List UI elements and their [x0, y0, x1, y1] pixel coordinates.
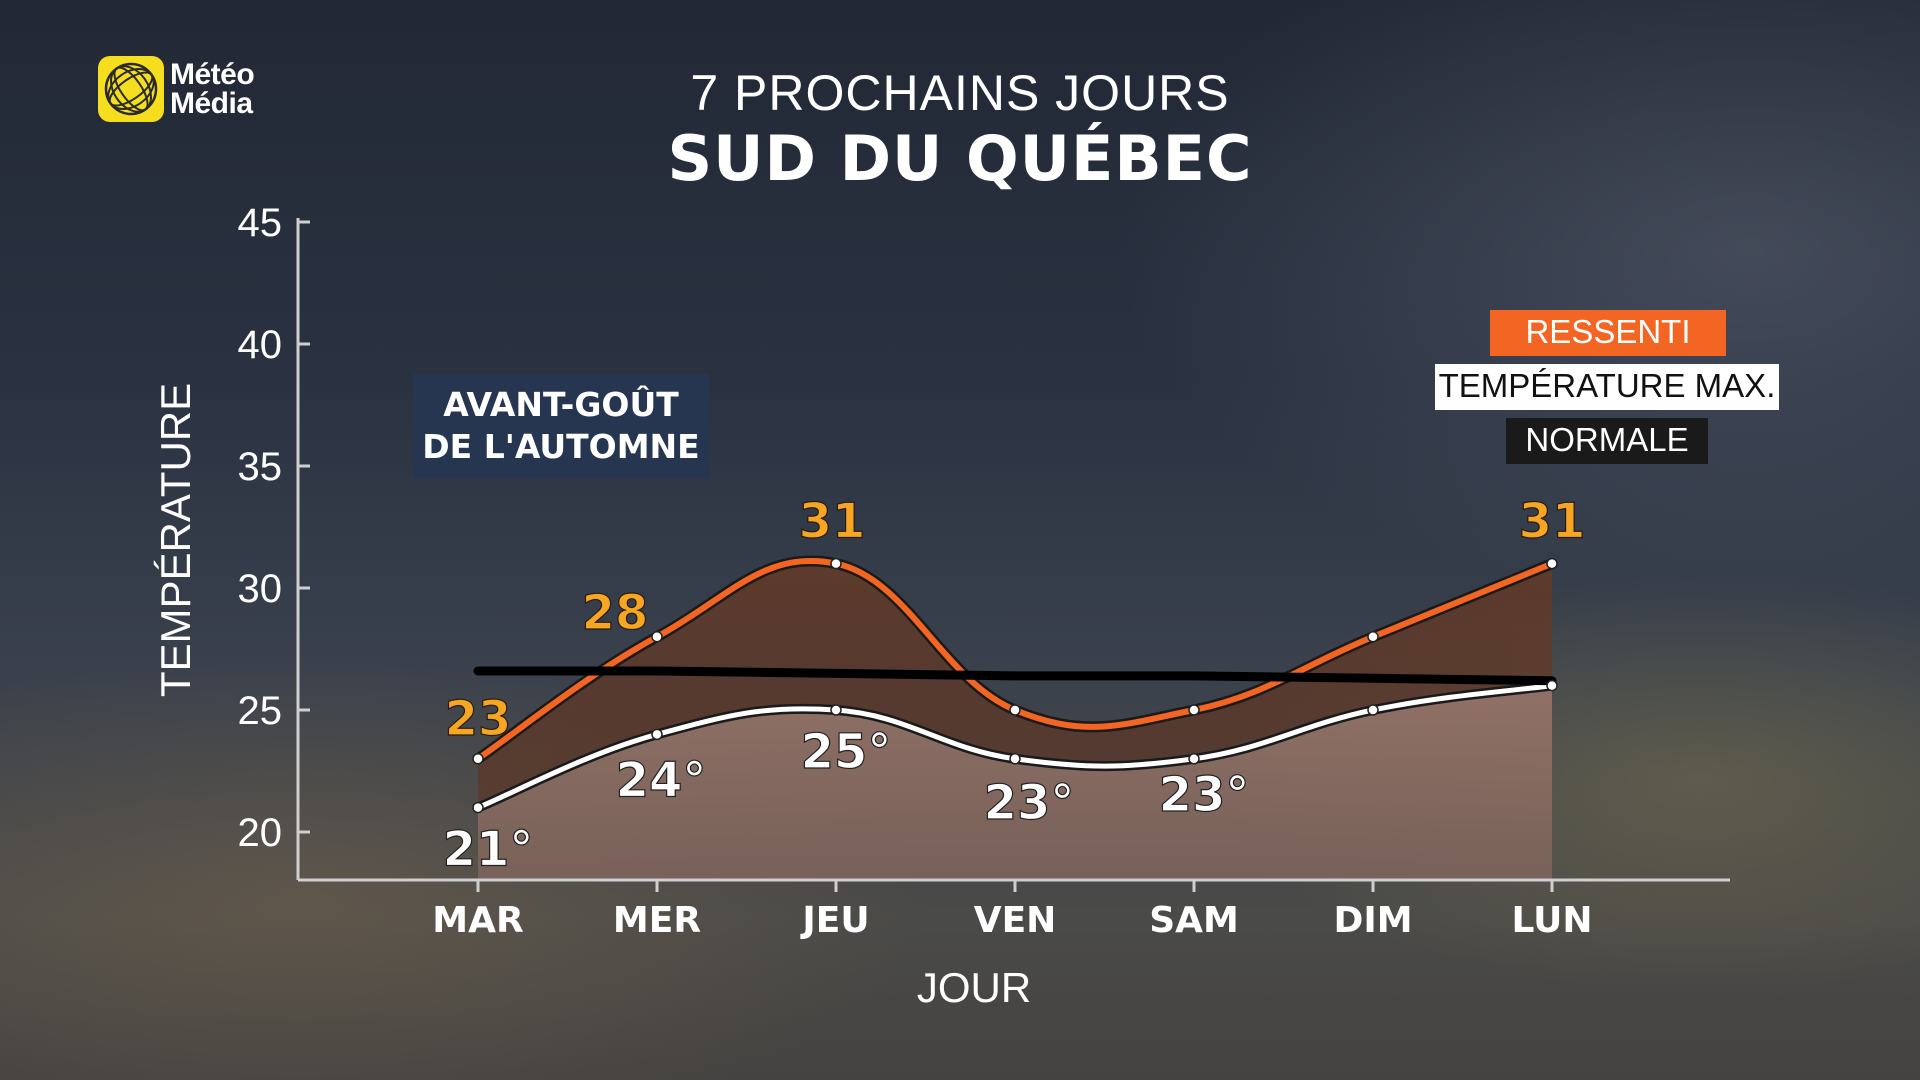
temp-max-data-label: 24° — [616, 752, 707, 808]
ressenti-data-label: 31 — [1519, 494, 1586, 550]
x-tick-label: MAR — [432, 900, 523, 941]
annotation-box: AVANT-GOÛT DE L'AUTOMNE — [413, 374, 709, 478]
y-tick-label: 25 — [238, 689, 283, 733]
y-tick-label: 40 — [238, 323, 283, 367]
temp-max-data-label: 25° — [801, 724, 892, 780]
logo-text-line2: Média — [170, 87, 253, 120]
temp-max-data-label: 23° — [1159, 767, 1250, 823]
globe-icon — [98, 56, 164, 122]
x-axis-label: JOUR — [916, 964, 1032, 1011]
ressenti-point — [1009, 704, 1021, 716]
chart-subtitle: 7 PROCHAINS JOURS — [690, 65, 1230, 121]
temp-max-area — [478, 685, 1552, 880]
legend-normale: NORMALE — [1506, 418, 1708, 464]
ressenti-point — [651, 631, 663, 643]
x-tick-label: JEU — [799, 900, 869, 941]
annotation-line2: DE L'AUTOMNE — [422, 427, 700, 466]
chart-title: SUD DU QUÉBEC — [667, 122, 1253, 195]
temp-max-point — [1188, 753, 1200, 765]
temp-max-point — [651, 728, 663, 741]
ressenti-point — [1367, 631, 1379, 643]
legend-temperature-max: TEMPÉRATURE MAX. — [1435, 364, 1779, 410]
ressenti-point — [1188, 704, 1200, 716]
x-tick-label: DIM — [1333, 900, 1412, 941]
x-tick-label: MER — [613, 900, 701, 941]
ressenti-point — [830, 557, 842, 570]
legend-ressenti: RESSENTI — [1490, 310, 1726, 356]
ressenti-data-label: 23 — [445, 691, 512, 747]
ressenti-point — [472, 753, 484, 765]
temp-max-point — [1367, 704, 1379, 716]
temp-max-point — [1546, 679, 1558, 692]
logo-text-line1: Météo — [170, 58, 255, 91]
y-tick-label: 45 — [238, 201, 283, 245]
x-tick-label: VEN — [974, 900, 1057, 941]
ressenti-point — [1546, 557, 1558, 570]
normale-line — [473, 666, 1557, 686]
y-axis-label: TEMPÉRATURE — [152, 382, 199, 698]
x-tick-label: LUN — [1511, 900, 1592, 941]
y-tick-label: 20 — [238, 811, 283, 855]
ressenti-data-label: 31 — [799, 494, 866, 550]
y-tick-label: 30 — [238, 567, 283, 611]
temp-max-point — [830, 704, 842, 716]
logo-text: Météo Média — [170, 58, 255, 120]
annotation-line1: AVANT-GOÛT — [443, 385, 679, 424]
temp-max-point — [1009, 753, 1021, 765]
temp-max-point — [472, 801, 484, 814]
temp-max-data-label: 23° — [984, 775, 1075, 831]
y-tick-label: 35 — [238, 445, 283, 489]
meteomedia-logo: Météo Média — [98, 56, 298, 126]
ressenti-data-label: 28 — [582, 585, 649, 641]
temp-max-data-label: 21° — [443, 822, 534, 878]
x-tick-label: SAM — [1149, 900, 1239, 941]
